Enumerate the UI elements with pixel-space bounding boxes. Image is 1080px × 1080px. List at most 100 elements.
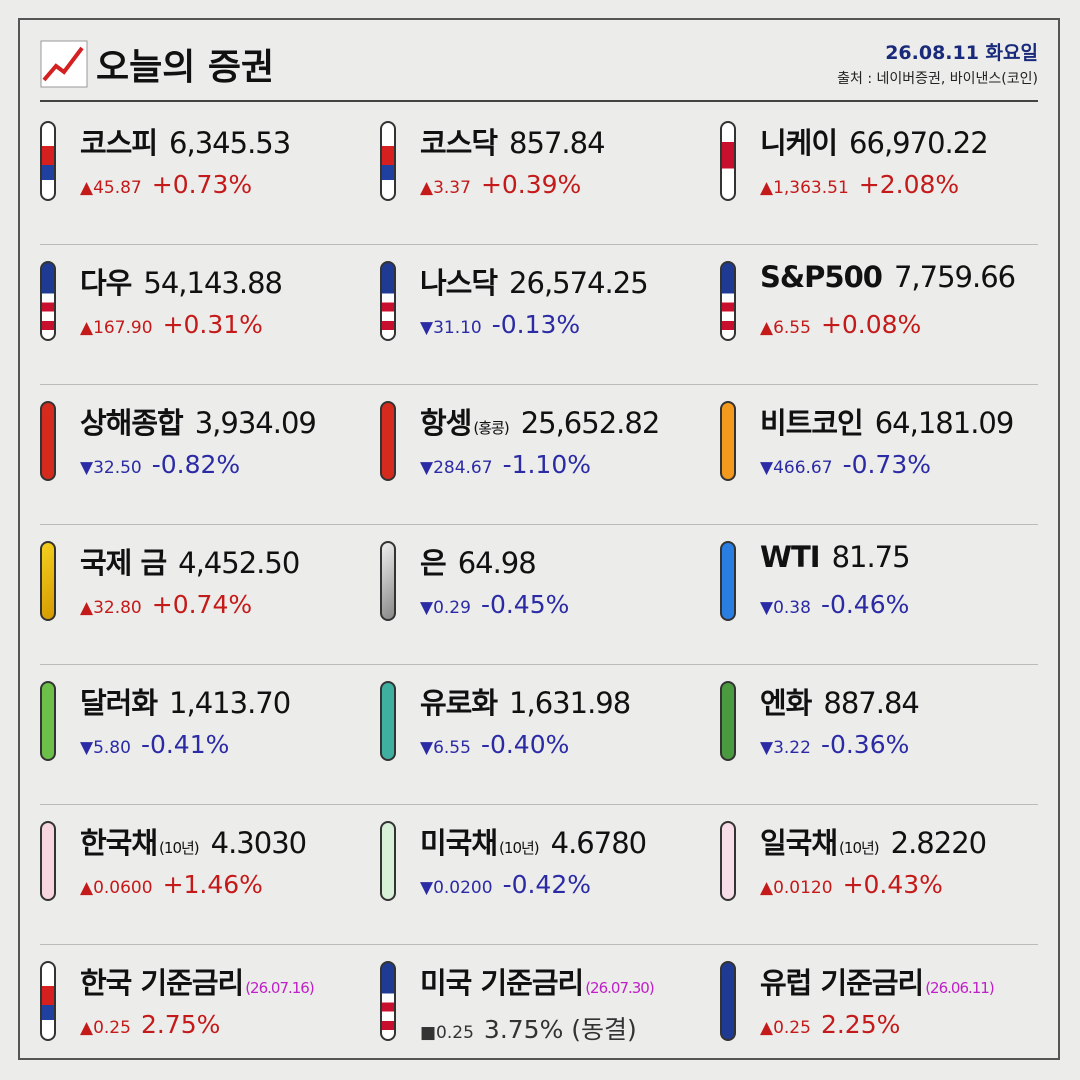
name-line: 미국채 (10년) 4.6780 bbox=[420, 820, 647, 862]
percent: -0.45% bbox=[480, 590, 570, 619]
change: ▼466.67 bbox=[760, 458, 833, 478]
percent: 2.25% bbox=[820, 1010, 901, 1039]
value: 1,631.98 bbox=[509, 686, 631, 720]
ticker: 유로화 1,631.98 ▼6.55 -0.40% bbox=[380, 676, 720, 766]
percent: +0.74% bbox=[151, 590, 253, 619]
ticker: 항셍 (홍콩) 25,652.82 ▼284.67 -1.10% bbox=[380, 396, 720, 486]
name: 코스닥 bbox=[420, 126, 498, 160]
percent: +2.08% bbox=[858, 170, 960, 199]
ticker: 엔화 887.84 ▼3.22 -0.36% bbox=[720, 676, 1060, 766]
flag-icon bbox=[380, 821, 396, 901]
value: 2.8220 bbox=[890, 826, 987, 860]
ticker: 다우 54,143.88 ▲167.90 +0.31% bbox=[40, 256, 380, 346]
change-line: ■0.25 3.75% (동결) bbox=[420, 1010, 637, 1046]
name: 상해종합 bbox=[80, 406, 184, 440]
change-line: ▲0.25 2.25% bbox=[760, 1010, 900, 1039]
flag-icon bbox=[40, 541, 56, 621]
change-line: ▲1,363.51 +2.08% bbox=[760, 170, 959, 199]
name: 은 bbox=[420, 546, 447, 580]
percent: -0.36% bbox=[820, 730, 910, 759]
flag-icon bbox=[40, 681, 56, 761]
change: ▼284.67 bbox=[420, 458, 493, 478]
ticker: S&P500 7,759.66 ▲6.55 +0.08% bbox=[720, 256, 1060, 346]
flag-icon bbox=[380, 681, 396, 761]
change: ▼31.10 bbox=[420, 318, 482, 338]
ticker: 유럽 기준금리 (26.06.11) ▲0.25 2.25% bbox=[720, 956, 1060, 1046]
row-divider bbox=[40, 384, 1038, 385]
name: 일국채 bbox=[760, 826, 838, 860]
change: ▲0.25 bbox=[80, 1018, 131, 1038]
row-divider bbox=[40, 244, 1038, 245]
name: 비트코인 bbox=[760, 406, 864, 440]
name: 다우 bbox=[80, 266, 132, 300]
value: 66,970.22 bbox=[849, 126, 989, 160]
percent: 3.75% (동결) bbox=[483, 1015, 637, 1044]
change: ▼3.22 bbox=[760, 738, 811, 758]
percent: +0.73% bbox=[151, 170, 253, 199]
name-line: 비트코인 64,181.09 bbox=[760, 400, 1014, 442]
row-divider bbox=[40, 664, 1038, 665]
name: 니케이 bbox=[760, 126, 838, 160]
name: 달러화 bbox=[80, 686, 158, 720]
value: 3,934.09 bbox=[194, 406, 317, 440]
ticker: 은 64.98 ▼0.29 -0.45% bbox=[380, 536, 720, 626]
flag-icon bbox=[380, 961, 396, 1041]
name-line: 항셍 (홍콩) 25,652.82 bbox=[420, 400, 660, 442]
frame bbox=[18, 18, 1060, 1060]
name-line: 미국 기준금리 (26.07.30) bbox=[420, 960, 655, 1002]
row-divider bbox=[40, 944, 1038, 945]
flag-icon bbox=[720, 961, 736, 1041]
change-line: ▲167.90 +0.31% bbox=[80, 310, 263, 339]
flag-icon bbox=[380, 541, 396, 621]
change: ■0.25 bbox=[420, 1023, 474, 1043]
flag-icon bbox=[720, 121, 736, 201]
name: 항셍 bbox=[420, 406, 472, 440]
flag-icon bbox=[720, 821, 736, 901]
ticker: 미국 기준금리 (26.07.30) ■0.25 3.75% (동결) bbox=[380, 956, 720, 1046]
change-line: ▲0.0600 +1.46% bbox=[80, 870, 263, 899]
change: ▲1,363.51 bbox=[760, 178, 849, 198]
value: 6,345.53 bbox=[169, 126, 291, 160]
change: ▼0.29 bbox=[420, 598, 471, 618]
name: 미국채 bbox=[420, 826, 498, 860]
name: 유럽 기준금리 bbox=[760, 966, 924, 1000]
flag-icon bbox=[40, 121, 56, 201]
name-line: WTI 81.75 bbox=[760, 540, 911, 574]
ticker: 국제 금 4,452.50 ▲32.80 +0.74% bbox=[40, 536, 380, 626]
row-divider bbox=[40, 804, 1038, 805]
percent: +0.08% bbox=[820, 310, 922, 339]
percent: -0.73% bbox=[842, 450, 932, 479]
percent: -0.82% bbox=[151, 450, 241, 479]
percent: -0.13% bbox=[491, 310, 581, 339]
flag-icon bbox=[720, 401, 736, 481]
percent: +0.31% bbox=[162, 310, 263, 339]
name: 엔화 bbox=[760, 686, 812, 720]
change-line: ▼31.10 -0.13% bbox=[420, 310, 580, 339]
name-line: 유럽 기준금리 (26.06.11) bbox=[760, 960, 995, 1002]
percent: -0.46% bbox=[820, 590, 910, 619]
change-line: ▼0.29 -0.45% bbox=[420, 590, 569, 619]
change: ▲0.25 bbox=[760, 1018, 811, 1038]
percent: -0.42% bbox=[502, 870, 592, 899]
flag-icon bbox=[380, 401, 396, 481]
name-line: 은 64.98 bbox=[420, 540, 537, 582]
value: 857.84 bbox=[509, 126, 605, 160]
change: ▲0.0120 bbox=[760, 878, 833, 898]
ticker: 상해종합 3,934.09 ▼32.50 -0.82% bbox=[40, 396, 380, 486]
change: ▼32.50 bbox=[80, 458, 142, 478]
change-line: ▼5.80 -0.41% bbox=[80, 730, 229, 759]
name-line: 나스닥 26,574.25 bbox=[420, 260, 649, 302]
change: ▲3.37 bbox=[420, 178, 471, 198]
ticker: 니케이 66,970.22 ▲1,363.51 +2.08% bbox=[720, 116, 1060, 206]
flag-icon bbox=[720, 681, 736, 761]
change: ▲45.87 bbox=[80, 178, 142, 198]
suffix: (10년) bbox=[839, 839, 880, 857]
value: 54,143.88 bbox=[143, 266, 283, 300]
flag-icon bbox=[380, 121, 396, 201]
value: 4.3030 bbox=[210, 826, 307, 860]
value: 4,452.50 bbox=[178, 546, 300, 580]
ticker: 코스닥 857.84 ▲3.37 +0.39% bbox=[380, 116, 720, 206]
name-line: 일국채 (10년) 2.8220 bbox=[760, 820, 987, 862]
name-line: 유로화 1,631.98 bbox=[420, 680, 631, 722]
change-line: ▼0.0200 -0.42% bbox=[420, 870, 591, 899]
